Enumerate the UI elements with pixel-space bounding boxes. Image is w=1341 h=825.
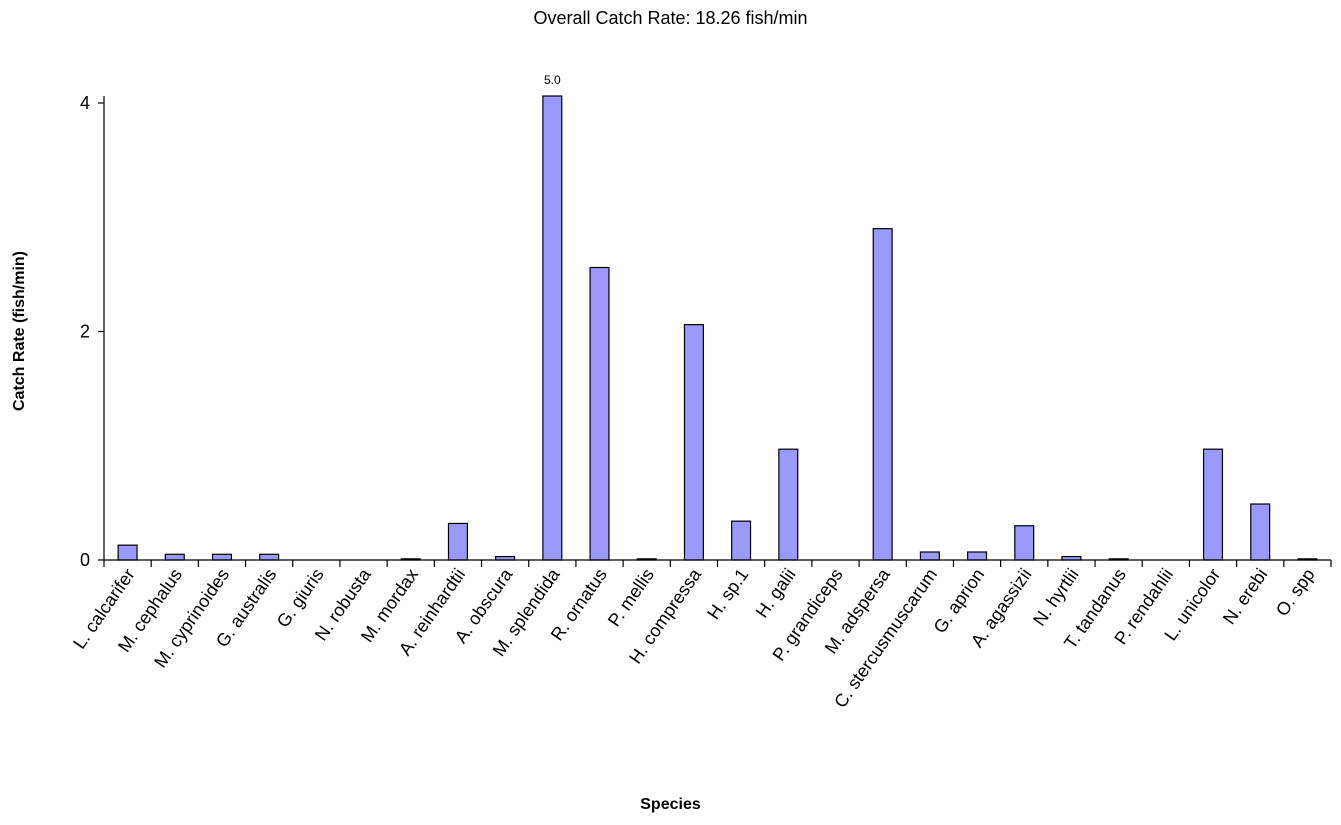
bar-18 (967, 551, 988, 561)
bar-2 (211, 553, 233, 561)
y-tick-label: 2 (80, 322, 90, 342)
bar-overflow-label: 5.0 (544, 73, 561, 87)
bar-3 (259, 553, 280, 561)
bar-7 (447, 522, 468, 561)
x-tick-label: H. sp.1 (703, 565, 752, 623)
y-tick-label: 0 (80, 550, 90, 570)
chart-title: Overall Catch Rate: 18.26 fish/min (533, 8, 808, 28)
bar-14 (778, 448, 799, 561)
bar-24 (1250, 503, 1271, 561)
x-tick-label: H. galii (752, 565, 800, 622)
axes-group: 0 2 4 (80, 93, 1332, 570)
bar-19 (1014, 525, 1035, 561)
bar-10 (589, 266, 610, 561)
bar-17 (919, 551, 940, 561)
y-tick-label: 4 (80, 93, 90, 113)
bar-0 (117, 544, 138, 561)
bar-9 (542, 95, 563, 561)
bar-12 (683, 324, 704, 561)
x-axis-label: Species (640, 796, 701, 813)
bar-23 (1202, 448, 1224, 561)
bars-group: 5.0 (117, 73, 1318, 561)
bar-13 (731, 520, 752, 561)
x-tick-label: N. erebi (1219, 565, 1272, 628)
x-tick-label: O. spp (1272, 565, 1319, 620)
bar-1 (164, 553, 185, 561)
bar-16 (872, 228, 893, 561)
